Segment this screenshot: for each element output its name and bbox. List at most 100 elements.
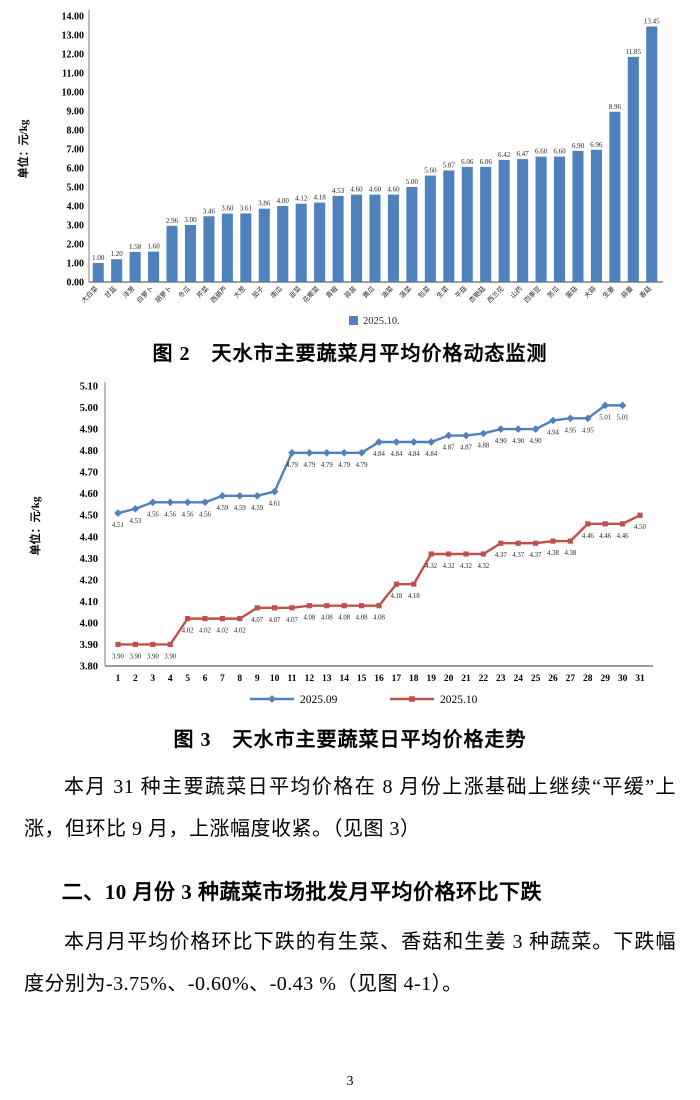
point-value-label: 3.90	[112, 653, 124, 660]
bar-value-label: 13.45	[644, 17, 660, 25]
figure2-caption: 图 2 天水市主要蔬菜月平均价格动态监测	[152, 343, 548, 365]
bar-y-tick-label: 7.00	[67, 145, 85, 156]
square-marker	[306, 603, 312, 609]
bar	[166, 225, 178, 282]
point-value-label: 4.94	[547, 429, 559, 436]
series-line	[118, 514, 641, 646]
diamond-marker	[566, 414, 575, 423]
line-x-tick-label: 18	[409, 674, 419, 684]
bar-value-label: 3.46	[203, 207, 216, 215]
point-value-label: 4.84	[408, 451, 420, 458]
point-value-label: 4.79	[356, 462, 368, 469]
legend-swatch	[349, 316, 358, 325]
point-value-label: 4.79	[338, 462, 350, 469]
bar-value-label: 3.00	[184, 216, 197, 224]
bar	[295, 203, 307, 282]
bar-value-label: 6.96	[590, 141, 603, 149]
line-x-tick-label: 1	[116, 674, 121, 684]
bar-category-label: 胡萝卜	[153, 284, 174, 305]
paragraph-monthly-trend: 本月 31 种主要蔬菜日平均价格在 8 月份上涨基础上继续“平缓”上涨，但环比 …	[24, 776, 676, 840]
line-x-tick-label: 22	[479, 674, 489, 684]
line-y-tick-label: 4.60	[80, 489, 98, 500]
point-value-label: 4.53	[129, 518, 141, 525]
square-marker	[376, 603, 382, 609]
bar-category-label: 白萝卜	[134, 284, 155, 305]
bar-y-axis-title: 单位：元/kg	[16, 119, 30, 178]
point-value-label: 4.46	[599, 533, 611, 540]
bar-y-tick-label: 5.00	[67, 183, 85, 194]
point-value-label: 4.79	[303, 462, 315, 469]
bar-value-label: 4.12	[295, 195, 308, 203]
bar	[240, 213, 252, 282]
bar-value-label: 2.96	[166, 217, 179, 225]
bar	[553, 156, 566, 282]
point-value-label: 3.90	[147, 653, 159, 660]
diamond-marker	[427, 438, 436, 446]
bar-y-tick-label: 14.00	[62, 12, 85, 23]
point-value-label: 4.84	[390, 451, 402, 458]
line-x-tick-label: 8	[237, 674, 242, 684]
point-value-label: 4.61	[269, 501, 281, 508]
point-value-label: 4.02	[199, 628, 211, 635]
bar-y-tick-label: 12.00	[62, 50, 85, 61]
point-value-label: 4.08	[356, 615, 368, 622]
bar-legend: 2025.10.	[349, 316, 400, 327]
bar	[387, 194, 399, 282]
bar	[590, 149, 602, 282]
square-marker	[602, 521, 608, 527]
bar-value-label: 6.42	[498, 151, 511, 159]
line-x-tick-label: 21	[461, 674, 471, 684]
bar	[332, 195, 344, 282]
point-value-label: 5.01	[599, 414, 611, 421]
line-y-tick-label: 4.20	[80, 575, 98, 586]
point-value-label: 4.79	[321, 462, 333, 469]
bar-value-label: 1.58	[129, 243, 142, 251]
point-value-label: 4.18	[408, 593, 420, 600]
bar-category-label: 大葱	[231, 284, 247, 300]
bar-y-axis: 单位：元/kg 0.00 1.00 2.00 3.00 4.00 5.00 6.00 7.00 8…	[16, 10, 663, 289]
bar-category-label: 蒜苗	[342, 284, 358, 300]
bar	[203, 216, 215, 282]
diamond-marker	[531, 425, 540, 433]
square-marker	[533, 540, 539, 546]
point-value-label: 4.79	[286, 462, 298, 469]
bar	[443, 170, 455, 282]
point-value-label: 4.32	[477, 563, 489, 570]
line-y-tick-label: 4.50	[80, 511, 98, 522]
bar-value-label: 6.60	[553, 148, 566, 156]
line-y-tick-label: 3.90	[80, 640, 98, 651]
bar-value-label: 11.85	[626, 48, 642, 56]
bar-y-tick-label: 10.00	[62, 88, 85, 99]
point-value-label: 4.84	[373, 451, 385, 458]
point-value-label: 4.07	[286, 617, 298, 624]
point-value-label: 4.07	[269, 617, 281, 624]
bar-value-label: 6.60	[535, 148, 548, 156]
bar	[646, 26, 658, 283]
bar-value-label: 4.60	[369, 186, 382, 194]
bar	[184, 225, 197, 282]
bar	[535, 156, 547, 282]
diamond-marker	[618, 401, 627, 410]
line-x-tick-label: 17	[392, 674, 402, 684]
line-x-tick-label: 31	[635, 674, 645, 684]
diamond-marker	[235, 492, 244, 500]
bar	[480, 166, 492, 282]
diamond-marker	[131, 504, 140, 513]
paragraph-price-drop: 本月月平均价格环比下跌的有生菜、香菇和生姜 3 种蔬菜。下跌幅度分别为-3.75…	[24, 931, 676, 996]
point-value-label: 4.56	[164, 511, 176, 518]
diamond-marker	[322, 448, 331, 457]
point-value-label: 4.37	[495, 552, 507, 559]
line-y-tick-label: 4.80	[80, 446, 98, 457]
line-x-tick-label: 10	[270, 674, 280, 684]
bar-category-label: 香菇	[637, 284, 653, 300]
point-value-label: 3.90	[129, 653, 141, 660]
bar-y-tick-label: 4.00	[67, 202, 85, 213]
bar-category-label: 黄瓜	[361, 284, 377, 300]
square-marker	[254, 605, 260, 611]
bar-y-tick-label: 8.00	[67, 126, 85, 137]
bar-value-label: 6.90	[572, 142, 585, 150]
diamond-marker	[392, 438, 401, 446]
line-x-tick-label: 4	[168, 674, 173, 684]
legend-square-marker	[409, 696, 415, 702]
bar	[277, 206, 289, 282]
